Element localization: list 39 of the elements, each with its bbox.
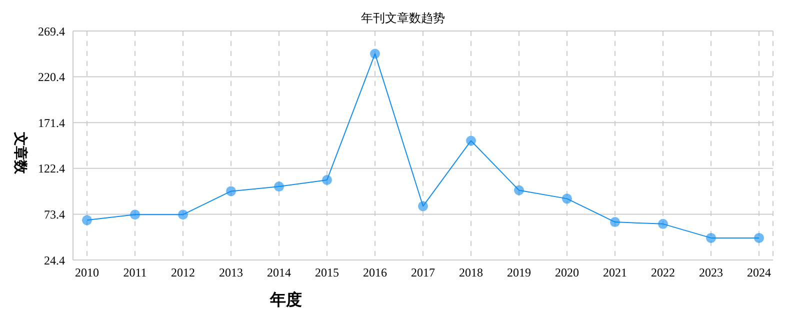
x-tick-label: 2011 bbox=[123, 266, 147, 280]
x-tick-label: 2022 bbox=[651, 266, 675, 280]
x-tick-label: 2014 bbox=[267, 266, 291, 280]
point bbox=[562, 194, 572, 204]
point bbox=[322, 174, 332, 185]
point bbox=[178, 210, 188, 220]
x-tick-label: 2017 bbox=[411, 266, 435, 280]
x-tick-label: 2015 bbox=[315, 266, 339, 280]
y-tick-label: 171.4 bbox=[38, 116, 65, 130]
x-tick-label: 2021 bbox=[603, 266, 627, 280]
y-tick-label: 269.4 bbox=[38, 24, 65, 38]
y-tick-label: 122.4 bbox=[38, 162, 65, 176]
point bbox=[274, 182, 284, 192]
x-tick-label: 2024 bbox=[747, 266, 771, 280]
point bbox=[130, 210, 140, 220]
point bbox=[658, 218, 668, 229]
x-tick-label: 2012 bbox=[171, 266, 195, 280]
point bbox=[610, 217, 620, 228]
point bbox=[370, 48, 380, 59]
x-axis-title: 年度 bbox=[270, 290, 302, 311]
point bbox=[514, 185, 524, 196]
point bbox=[706, 232, 716, 243]
x-tick-label: 2016 bbox=[363, 266, 387, 280]
x-tick-label: 2018 bbox=[459, 266, 483, 280]
chart-title: 年刊文章数趋势 bbox=[361, 11, 445, 25]
y-tick-label: 73.4 bbox=[44, 207, 65, 222]
point bbox=[418, 201, 428, 212]
point bbox=[754, 232, 764, 243]
x-tick-label: 2013 bbox=[219, 266, 243, 280]
x-tick-label: 2020 bbox=[555, 266, 579, 280]
x-tick-label: 2019 bbox=[507, 266, 531, 280]
x-tick-label: 2023 bbox=[699, 266, 723, 280]
point bbox=[466, 136, 476, 146]
y-tick-label: 24.4 bbox=[44, 253, 65, 268]
x-tick-label: 2010 bbox=[75, 266, 99, 280]
y-tick-label: 220.4 bbox=[38, 70, 65, 84]
y-axis-title: 文章数 bbox=[11, 131, 29, 176]
point bbox=[226, 186, 236, 196]
point bbox=[82, 215, 92, 226]
